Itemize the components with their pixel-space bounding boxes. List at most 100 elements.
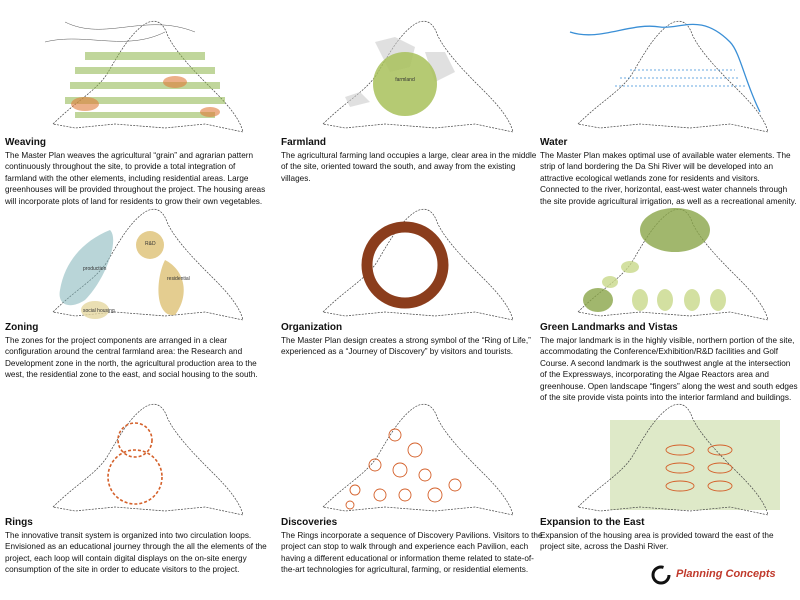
panel-title: Expansion to the East bbox=[540, 517, 645, 528]
sketch-shape bbox=[107, 422, 163, 505]
sketch-shape bbox=[345, 428, 462, 510]
sketch-shape bbox=[418, 468, 432, 482]
panel: Water The Master Plan makes optimal use o… bbox=[540, 137, 798, 207]
sketch-shape bbox=[75, 112, 215, 118]
sketch-shape bbox=[200, 107, 220, 117]
sketch-shape bbox=[322, 208, 514, 321]
sketch-shape bbox=[65, 97, 225, 104]
sketch-shape bbox=[44, 21, 196, 43]
panel-title: Organization bbox=[281, 322, 343, 333]
diagram-label: R&D bbox=[145, 241, 156, 247]
panel-title: Zoning bbox=[5, 322, 39, 333]
footer-title: Planning Concepts bbox=[676, 568, 776, 580]
sketch-shape bbox=[577, 403, 780, 516]
sketch-shape bbox=[665, 480, 695, 492]
sketch-shape bbox=[577, 20, 769, 133]
sketch-shape bbox=[583, 288, 613, 312]
sketch-shape bbox=[368, 458, 382, 472]
panel-title: Discoveries bbox=[281, 517, 338, 528]
panel-body: The major landmark is in the highly visi… bbox=[540, 336, 798, 403]
sketch-shape bbox=[345, 500, 355, 510]
panel: Organization The Master Plan design creat… bbox=[281, 322, 543, 358]
panel: Green Landmarks and Vistas The major land… bbox=[540, 322, 798, 403]
sketch-shape bbox=[632, 289, 648, 311]
sketch-shape bbox=[158, 260, 184, 316]
sketch-shape bbox=[651, 565, 671, 585]
sketch-shape bbox=[448, 478, 462, 492]
sketch-shape bbox=[602, 261, 726, 311]
panel-title: Weaving bbox=[5, 137, 46, 148]
sketch-shape bbox=[710, 289, 726, 311]
sketch-shape bbox=[684, 289, 700, 311]
panel: Weaving The Master Plan weaves the agricu… bbox=[5, 137, 267, 207]
panel-body: The Rings incorporate a sequence of Disc… bbox=[281, 531, 543, 575]
panel: Zoning The zones for the project componen… bbox=[5, 322, 267, 381]
panel-title: Rings bbox=[5, 517, 33, 528]
sketch-shape bbox=[136, 231, 164, 259]
sketch-shape bbox=[44, 20, 244, 133]
sketch-shape bbox=[427, 487, 443, 503]
diagram-label: social housing bbox=[83, 308, 115, 314]
sketch-shape bbox=[85, 52, 205, 60]
sketch-shape bbox=[107, 449, 163, 505]
sketch-shape bbox=[392, 462, 408, 478]
diagram-label: farmland bbox=[395, 77, 415, 83]
sketch-shape bbox=[665, 462, 695, 474]
sketch-shape bbox=[75, 67, 215, 74]
sketch-shape bbox=[81, 301, 109, 319]
sketch-shape bbox=[373, 488, 387, 502]
sketch-shape bbox=[70, 82, 220, 89]
sketch-shape bbox=[345, 92, 370, 107]
sketch-shape bbox=[577, 208, 769, 321]
sketch-shape bbox=[361, 221, 449, 309]
panel-title: Farmland bbox=[281, 137, 327, 148]
sketch-shape bbox=[665, 444, 695, 456]
panel-body: The zones for the project components are… bbox=[5, 336, 258, 380]
sketch-shape bbox=[707, 480, 733, 492]
sketch-shape bbox=[615, 69, 745, 87]
sketch-shape bbox=[65, 52, 225, 118]
panel: Expansion to the East Expansion of the ho… bbox=[540, 517, 798, 553]
panel-body: The Master Plan weaves the agricultural … bbox=[5, 151, 266, 206]
panel-body: The innovative transit system is organiz… bbox=[5, 531, 267, 575]
sketch-shape bbox=[610, 420, 780, 510]
sketch-shape bbox=[373, 52, 437, 116]
sketch-shape bbox=[349, 484, 361, 496]
diagram-label: production bbox=[83, 266, 107, 272]
sketch-shape bbox=[163, 76, 187, 88]
panel: Farmland The agricultural farming land oc… bbox=[281, 137, 543, 184]
panel-body: The agricultural farming land occupies a… bbox=[281, 151, 537, 183]
sketch-shape bbox=[322, 403, 514, 516]
panel-body: Expansion of the housing area is provide… bbox=[540, 531, 774, 552]
diagram-label: residential bbox=[167, 276, 190, 282]
panel-body: The Master Plan design creates a strong … bbox=[281, 336, 531, 357]
sketch-shape bbox=[707, 444, 733, 456]
panel-title: Green Landmarks and Vistas bbox=[540, 322, 678, 333]
sketch-shape bbox=[71, 97, 99, 111]
sketch-shape bbox=[52, 403, 244, 516]
sketch-shape bbox=[707, 462, 733, 474]
sketch-shape bbox=[657, 289, 673, 311]
panel-title: Water bbox=[540, 137, 568, 148]
panel-body: The Master Plan makes optimal use of ava… bbox=[540, 151, 797, 206]
sketch-shape bbox=[44, 31, 166, 43]
sketch-shape bbox=[52, 403, 244, 516]
sketch-shape bbox=[665, 444, 733, 492]
sketch-shape bbox=[388, 428, 402, 442]
panel: Rings The innovative transit system is or… bbox=[5, 517, 267, 576]
sketch-shape bbox=[398, 488, 412, 502]
sketch-shape bbox=[59, 230, 114, 306]
sketch-shape bbox=[71, 76, 220, 117]
sketch-shape bbox=[407, 442, 423, 458]
sketch-shape bbox=[621, 261, 639, 273]
sketch-shape bbox=[602, 276, 618, 288]
sketch-shape bbox=[640, 208, 710, 252]
sketch-shape bbox=[322, 403, 514, 516]
sketch-shape bbox=[569, 23, 761, 113]
sketch-shape: farmland bbox=[322, 20, 514, 133]
sketch-shape bbox=[569, 20, 769, 133]
sketch-shape: R&D production residential social housin… bbox=[52, 208, 244, 321]
sketch-shape bbox=[64, 21, 196, 33]
